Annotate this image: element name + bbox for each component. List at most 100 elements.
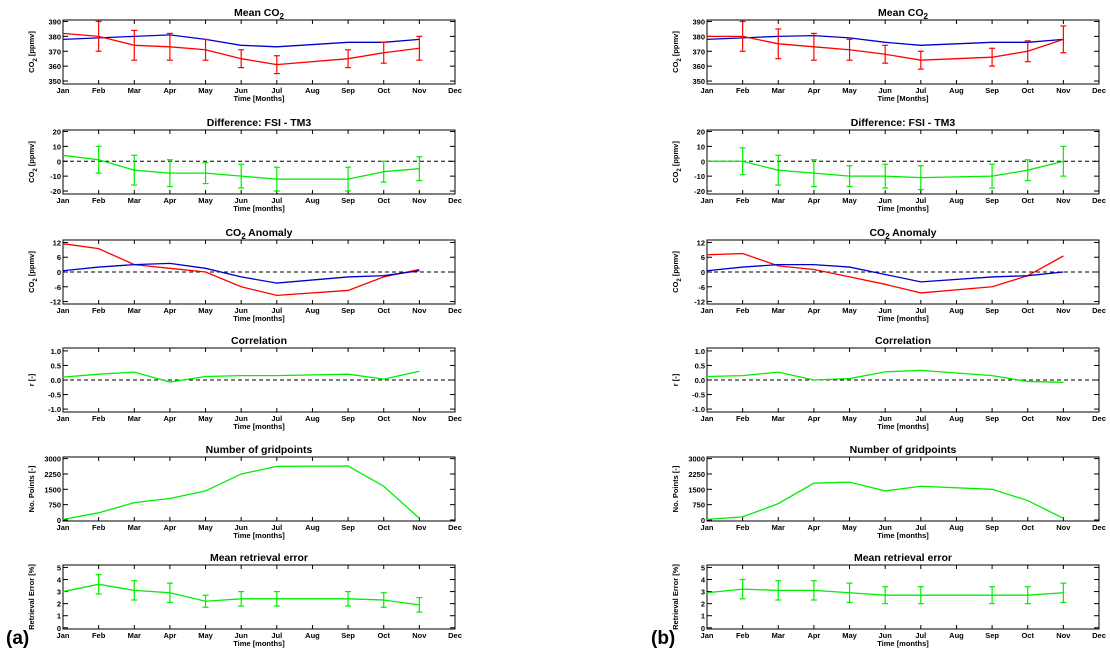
x-axis-label: Time [months] bbox=[233, 314, 285, 323]
x-tick-label: Sep bbox=[341, 523, 355, 532]
error-bar bbox=[238, 590, 245, 607]
error-bar bbox=[810, 159, 817, 188]
chart-a-5: Number of gridpoints Jan Feb Mar Apr May Jun Ju… bbox=[27, 444, 462, 540]
x-tick-label: Jun bbox=[879, 631, 893, 640]
x-axis-label: Time [Months] bbox=[877, 94, 929, 103]
chart-title: Difference: FSI - TM3 bbox=[207, 117, 312, 129]
blue-series-line bbox=[706, 34, 1064, 46]
x-tick-label: Apr bbox=[163, 86, 176, 95]
x-tick-label: Jan bbox=[57, 306, 70, 315]
x-tick-label: Feb bbox=[736, 86, 750, 95]
red-series-line bbox=[62, 243, 420, 297]
x-tick-label: Feb bbox=[92, 631, 106, 640]
x-tick-label: Jul bbox=[915, 86, 926, 95]
chart-a-3: CO2​ Anomaly Jan Feb Mar Apr May Jun Jul Aug Sep O… bbox=[27, 227, 462, 323]
error-bar bbox=[739, 578, 746, 600]
y-tick-label: 360 bbox=[48, 62, 61, 71]
error-bar bbox=[989, 163, 996, 189]
y-tick-label: 0.0 bbox=[695, 376, 705, 385]
y-tick-label: 0.5 bbox=[51, 361, 61, 370]
x-tick-label: Sep bbox=[985, 86, 999, 95]
y-axis-label: r [-] bbox=[27, 373, 36, 386]
x-tick-label: Jan bbox=[57, 86, 70, 95]
error-bar bbox=[416, 156, 423, 182]
error-bar bbox=[1060, 145, 1067, 177]
error-bar bbox=[380, 41, 387, 64]
blue-series-line bbox=[62, 262, 420, 284]
y-tick-label: 0.0 bbox=[51, 376, 61, 385]
plot-frame bbox=[706, 19, 1100, 85]
y-tick-label: 0 bbox=[57, 157, 61, 166]
y-tick-label: 0 bbox=[701, 157, 705, 166]
x-tick-label: May bbox=[198, 86, 213, 95]
x-tick-label: Apr bbox=[807, 414, 820, 423]
x-tick-label: Aug bbox=[305, 523, 320, 532]
x-tick-label: Aug bbox=[949, 631, 964, 640]
x-tick-label: Nov bbox=[412, 86, 427, 95]
y-tick-label: -6 bbox=[698, 283, 705, 292]
y-tick-label: -12 bbox=[50, 298, 61, 307]
x-tick-label: Mar bbox=[128, 196, 141, 205]
y-tick-label: 1500 bbox=[44, 485, 61, 494]
chart-title: Mean retrieval error bbox=[210, 552, 308, 564]
chart-b-5: Number of gridpoints Jan Feb Mar Apr May Jun Ju… bbox=[671, 444, 1106, 540]
x-tick-label: Apr bbox=[807, 196, 820, 205]
y-axis-label: r [-] bbox=[671, 373, 680, 386]
x-tick-label: Sep bbox=[341, 414, 355, 423]
x-tick-label: Jan bbox=[57, 631, 70, 640]
y-tick-label: 2 bbox=[701, 600, 705, 609]
x-tick-label: Dec bbox=[1092, 196, 1106, 205]
error-bar bbox=[882, 44, 889, 64]
error-bar bbox=[989, 586, 996, 605]
x-tick-label: Oct bbox=[377, 631, 390, 640]
x-tick-label: Jun bbox=[235, 523, 249, 532]
chart-title: CO2​ Anomaly bbox=[225, 227, 292, 241]
chart-title: Number of gridpoints bbox=[850, 444, 957, 456]
x-tick-label: Aug bbox=[949, 196, 964, 205]
x-tick-label: Jun bbox=[879, 306, 893, 315]
x-axis-label: Time [months] bbox=[877, 639, 929, 648]
x-tick-label: May bbox=[842, 86, 857, 95]
x-tick-label: Apr bbox=[163, 196, 176, 205]
y-tick-label: 350 bbox=[692, 77, 705, 86]
error-bar bbox=[345, 166, 352, 192]
red-series-line bbox=[706, 252, 1064, 294]
x-tick-label: Feb bbox=[736, 414, 750, 423]
chart-title: Difference: FSI - TM3 bbox=[851, 117, 956, 129]
x-tick-label: Mar bbox=[128, 523, 141, 532]
error-bar bbox=[810, 580, 817, 601]
x-tick-label: Jun bbox=[235, 306, 249, 315]
error-bar bbox=[1024, 159, 1031, 182]
error-bar bbox=[917, 586, 924, 605]
chart-title: Correlation bbox=[875, 335, 931, 347]
y-axis-label: No. Points [-] bbox=[671, 465, 680, 512]
panel-label-a: (a) bbox=[6, 628, 30, 649]
error-bar bbox=[775, 580, 782, 601]
x-tick-label: Dec bbox=[1092, 414, 1106, 423]
x-tick-label: Aug bbox=[305, 86, 320, 95]
x-tick-label: Sep bbox=[985, 631, 999, 640]
x-tick-label: Dec bbox=[448, 631, 462, 640]
x-tick-label: Feb bbox=[736, 523, 750, 532]
y-axis-label: No. Points [-] bbox=[27, 465, 36, 512]
chart-b-3: CO2​ Anomaly Jan Feb Mar Apr May Jun Jul Aug Sep O… bbox=[671, 227, 1106, 323]
red-series-line bbox=[62, 32, 420, 66]
x-tick-label: Feb bbox=[92, 306, 106, 315]
x-tick-label: Feb bbox=[92, 414, 106, 423]
y-tick-label: 5 bbox=[701, 563, 705, 572]
x-tick-label: Jun bbox=[879, 86, 893, 95]
y-tick-label: 5 bbox=[57, 563, 61, 572]
x-axis-label: Time [months] bbox=[877, 531, 929, 540]
x-tick-label: Jun bbox=[879, 196, 893, 205]
y-tick-label: 0 bbox=[57, 268, 61, 277]
x-tick-label: Jul bbox=[271, 306, 282, 315]
error-bar bbox=[238, 163, 245, 189]
x-tick-label: Aug bbox=[305, 414, 320, 423]
error-bar bbox=[166, 582, 173, 604]
x-tick-label: Nov bbox=[412, 196, 427, 205]
error-bar bbox=[810, 32, 817, 61]
y-tick-label: 0.5 bbox=[695, 361, 705, 370]
x-tick-label: May bbox=[842, 414, 857, 423]
x-tick-label: Jul bbox=[915, 523, 926, 532]
x-axis-label: Time [months] bbox=[877, 204, 929, 213]
